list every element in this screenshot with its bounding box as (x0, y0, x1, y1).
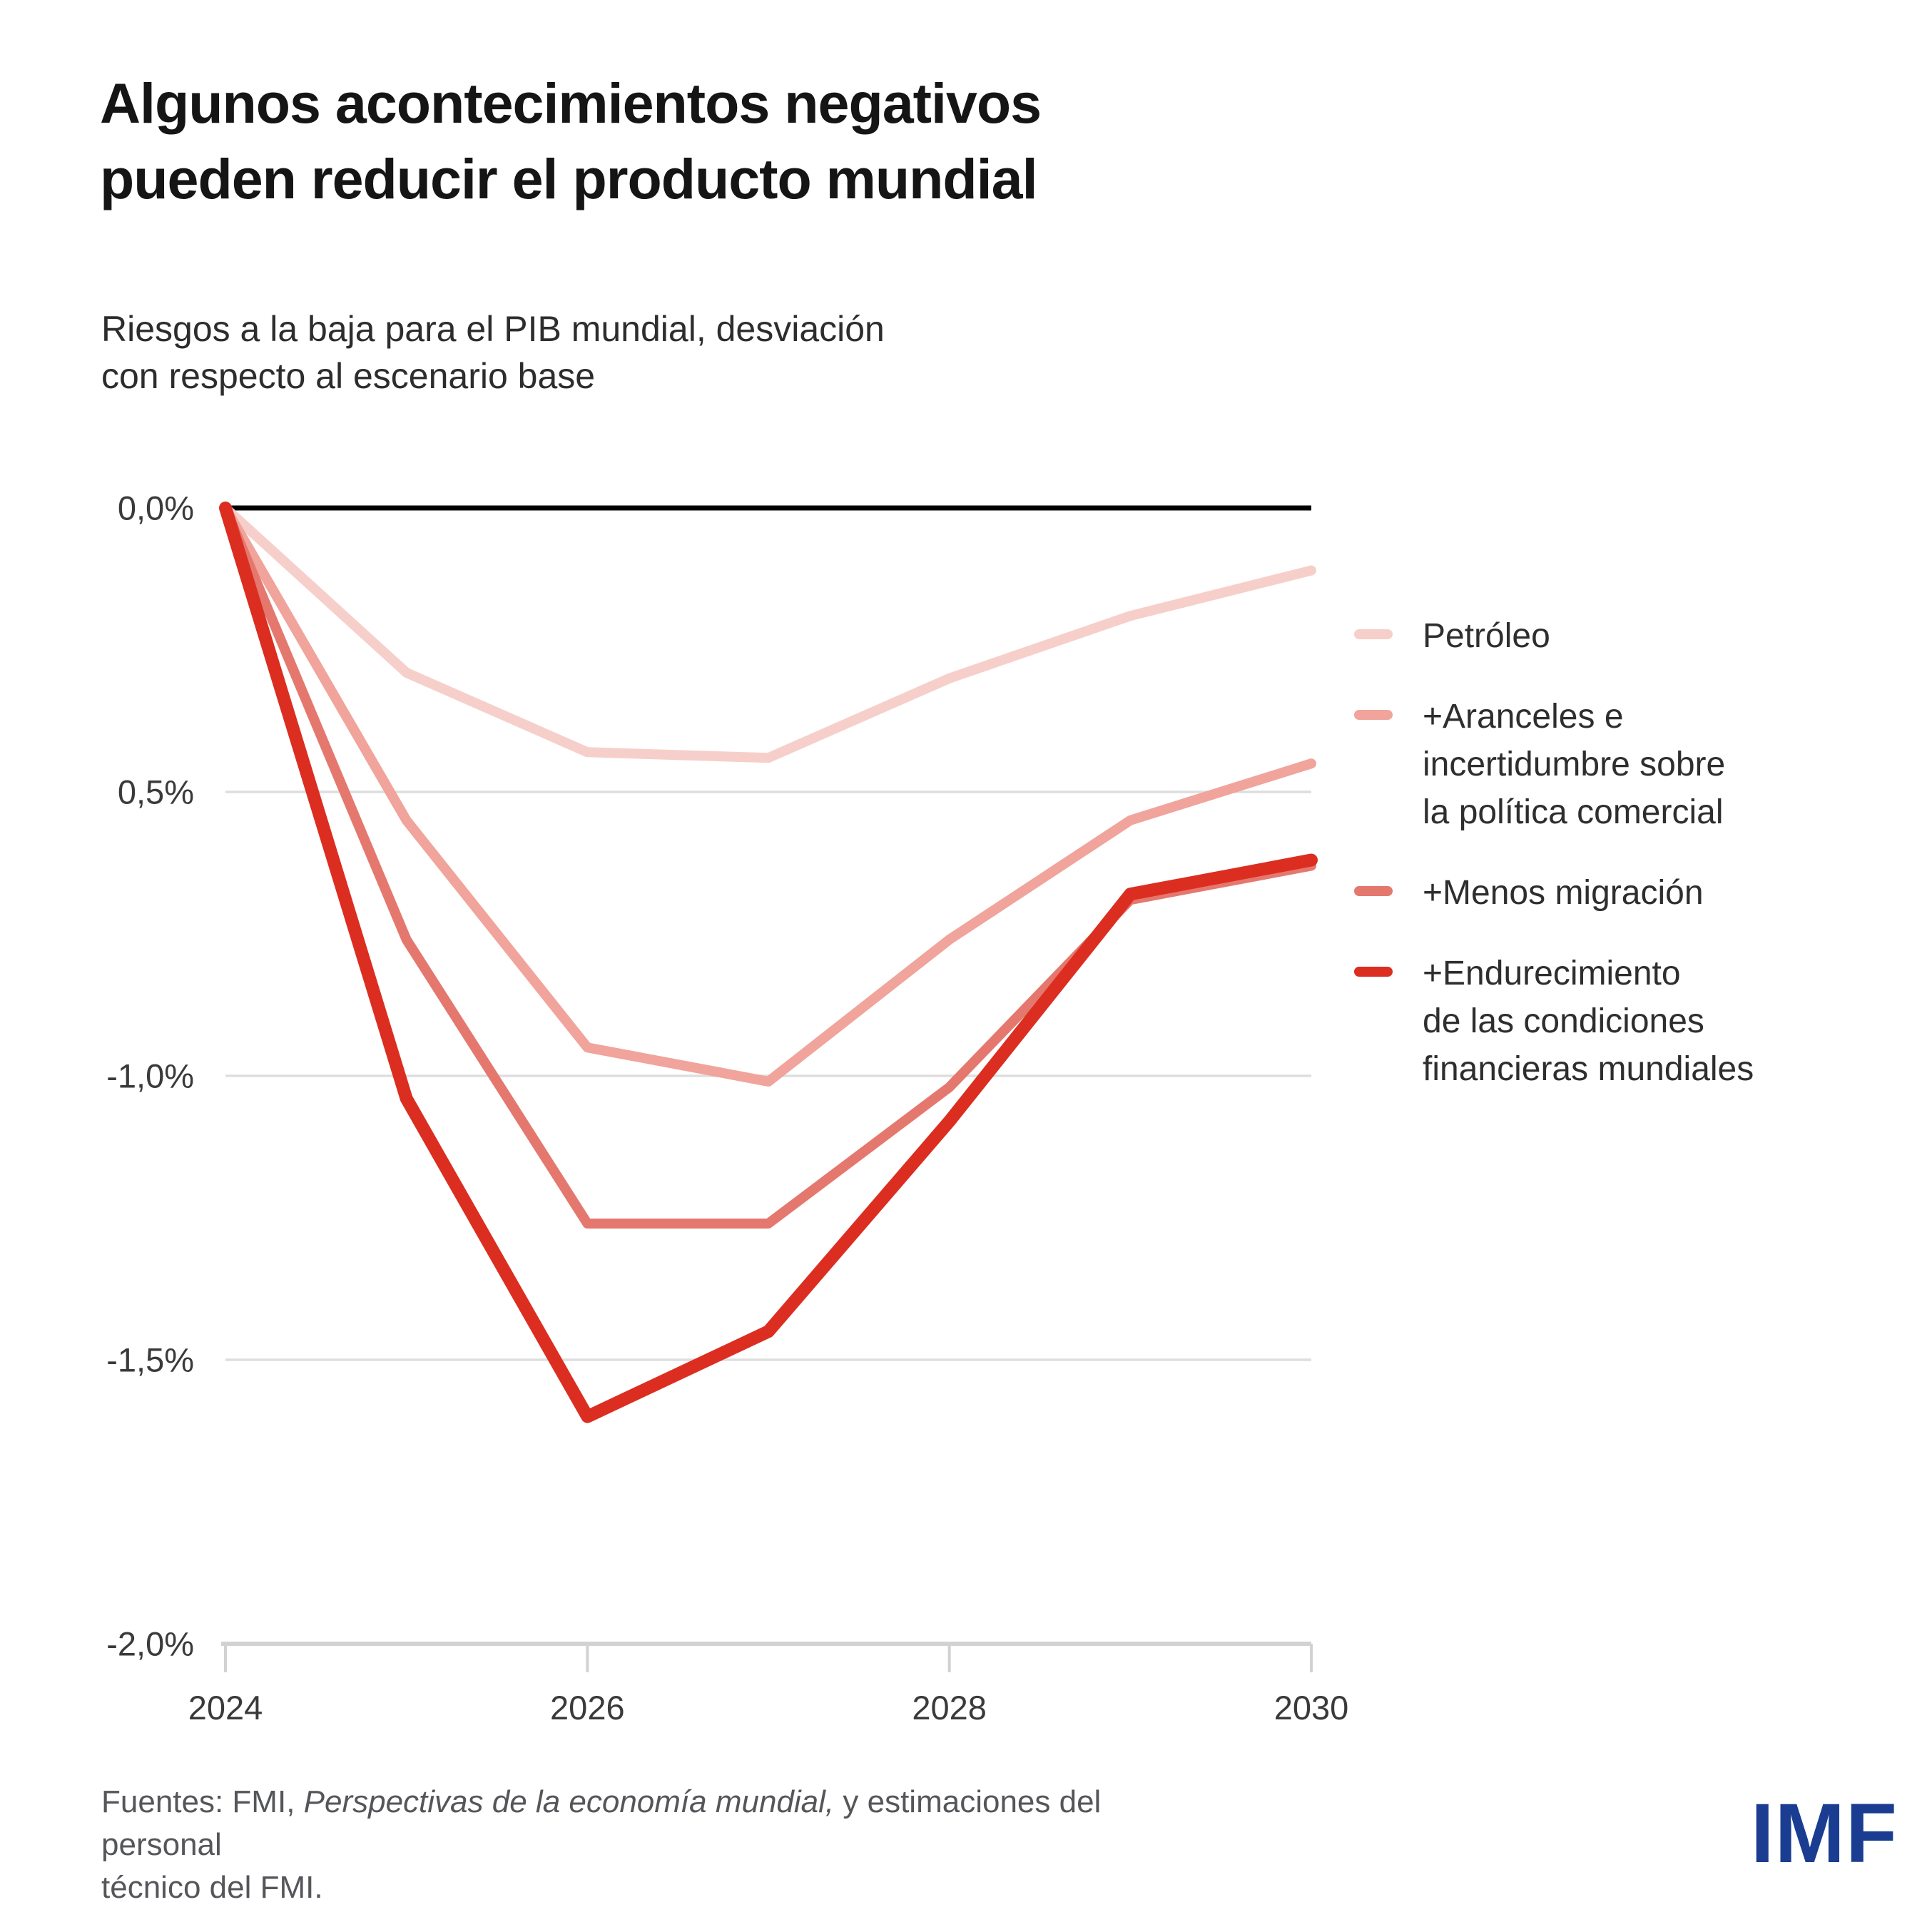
imf-logo: IMF (1750, 1786, 1898, 1881)
legend-label-line: de las condiciones (1423, 1002, 1704, 1040)
x-axis-tick-label: 2028 (912, 1689, 987, 1727)
legend-item-3: +Menos migración (1354, 869, 1868, 917)
legend-label-2: +Aranceles e incertidumbre sobre la políti… (1423, 693, 1725, 836)
x-axis-tick-label: 2024 (188, 1689, 263, 1727)
source-text-prefix: Fuentes: FMI, (101, 1784, 304, 1819)
legend-item-2: +Aranceles e incertidumbre sobre la políti… (1354, 693, 1868, 836)
series-line-2 (220, 503, 1316, 1087)
series-line-1 (220, 503, 1316, 763)
legend-item-1: Petróleo (1354, 612, 1868, 660)
legend-label-line: financieras mundiales (1423, 1050, 1754, 1088)
chart-subtitle-line1: Riesgos a la baja para el PIB mundial, d… (101, 309, 885, 349)
legend-label-3: +Menos migración (1423, 869, 1704, 917)
legend-label-line: la política comercial (1423, 793, 1724, 831)
legend-swatch-4 (1354, 967, 1393, 977)
y-axis-tick-label: -2,0% (106, 1625, 194, 1663)
legend-label-line: +Aranceles e (1423, 698, 1624, 736)
legend-swatch-2 (1354, 710, 1393, 720)
page-title-line1: Algunos acontecimientos negativos (100, 71, 1042, 135)
y-axis-tick-label: 0,0% (117, 489, 194, 527)
legend-label-4: +Endurecimiento de las condiciones financi… (1423, 950, 1754, 1093)
y-axis-tick-label: 0,5% (117, 773, 194, 811)
chart-subtitle: Riesgos a la baja para el PIB mundial, d… (101, 305, 885, 400)
y-axis-tick-label: -1,5% (106, 1341, 194, 1379)
y-axis-tick-label: -1,0% (106, 1057, 194, 1095)
x-axis-tick-label: 2026 (550, 1689, 625, 1727)
chart-subtitle-line2: con respecto al escenario base (101, 356, 596, 396)
legend-swatch-1 (1354, 629, 1393, 639)
source-text-suffix: y estimaciones del personal (101, 1784, 1102, 1862)
x-axis-tick-label: 2030 (1273, 1689, 1349, 1727)
source-note: Fuentes: FMI, Perspectivas de la economí… (101, 1781, 1171, 1909)
page-title-line2: pueden reducir el producto mundial (100, 147, 1038, 210)
chart-legend: Petróleo +Aranceles e incertidumbre sobre l… (1354, 612, 1868, 1093)
series-line-4 (219, 502, 1318, 1423)
source-text-line2: técnico del FMI. (101, 1870, 323, 1905)
legend-label-line: +Endurecimiento (1423, 955, 1681, 992)
page-title: Algunos acontecimientos negativos pueden… (100, 66, 1042, 217)
legend-label-line: Petróleo (1423, 617, 1550, 655)
legend-label-line: incertidumbre sobre (1423, 746, 1726, 783)
legend-label-1: Petróleo (1423, 612, 1550, 660)
legend-item-4: +Endurecimiento de las condiciones financi… (1354, 950, 1868, 1093)
legend-swatch-3 (1354, 886, 1393, 896)
source-text-italic: Perspectivas de la economía mundial, (303, 1784, 835, 1819)
legend-label-line: +Menos migración (1423, 874, 1704, 912)
